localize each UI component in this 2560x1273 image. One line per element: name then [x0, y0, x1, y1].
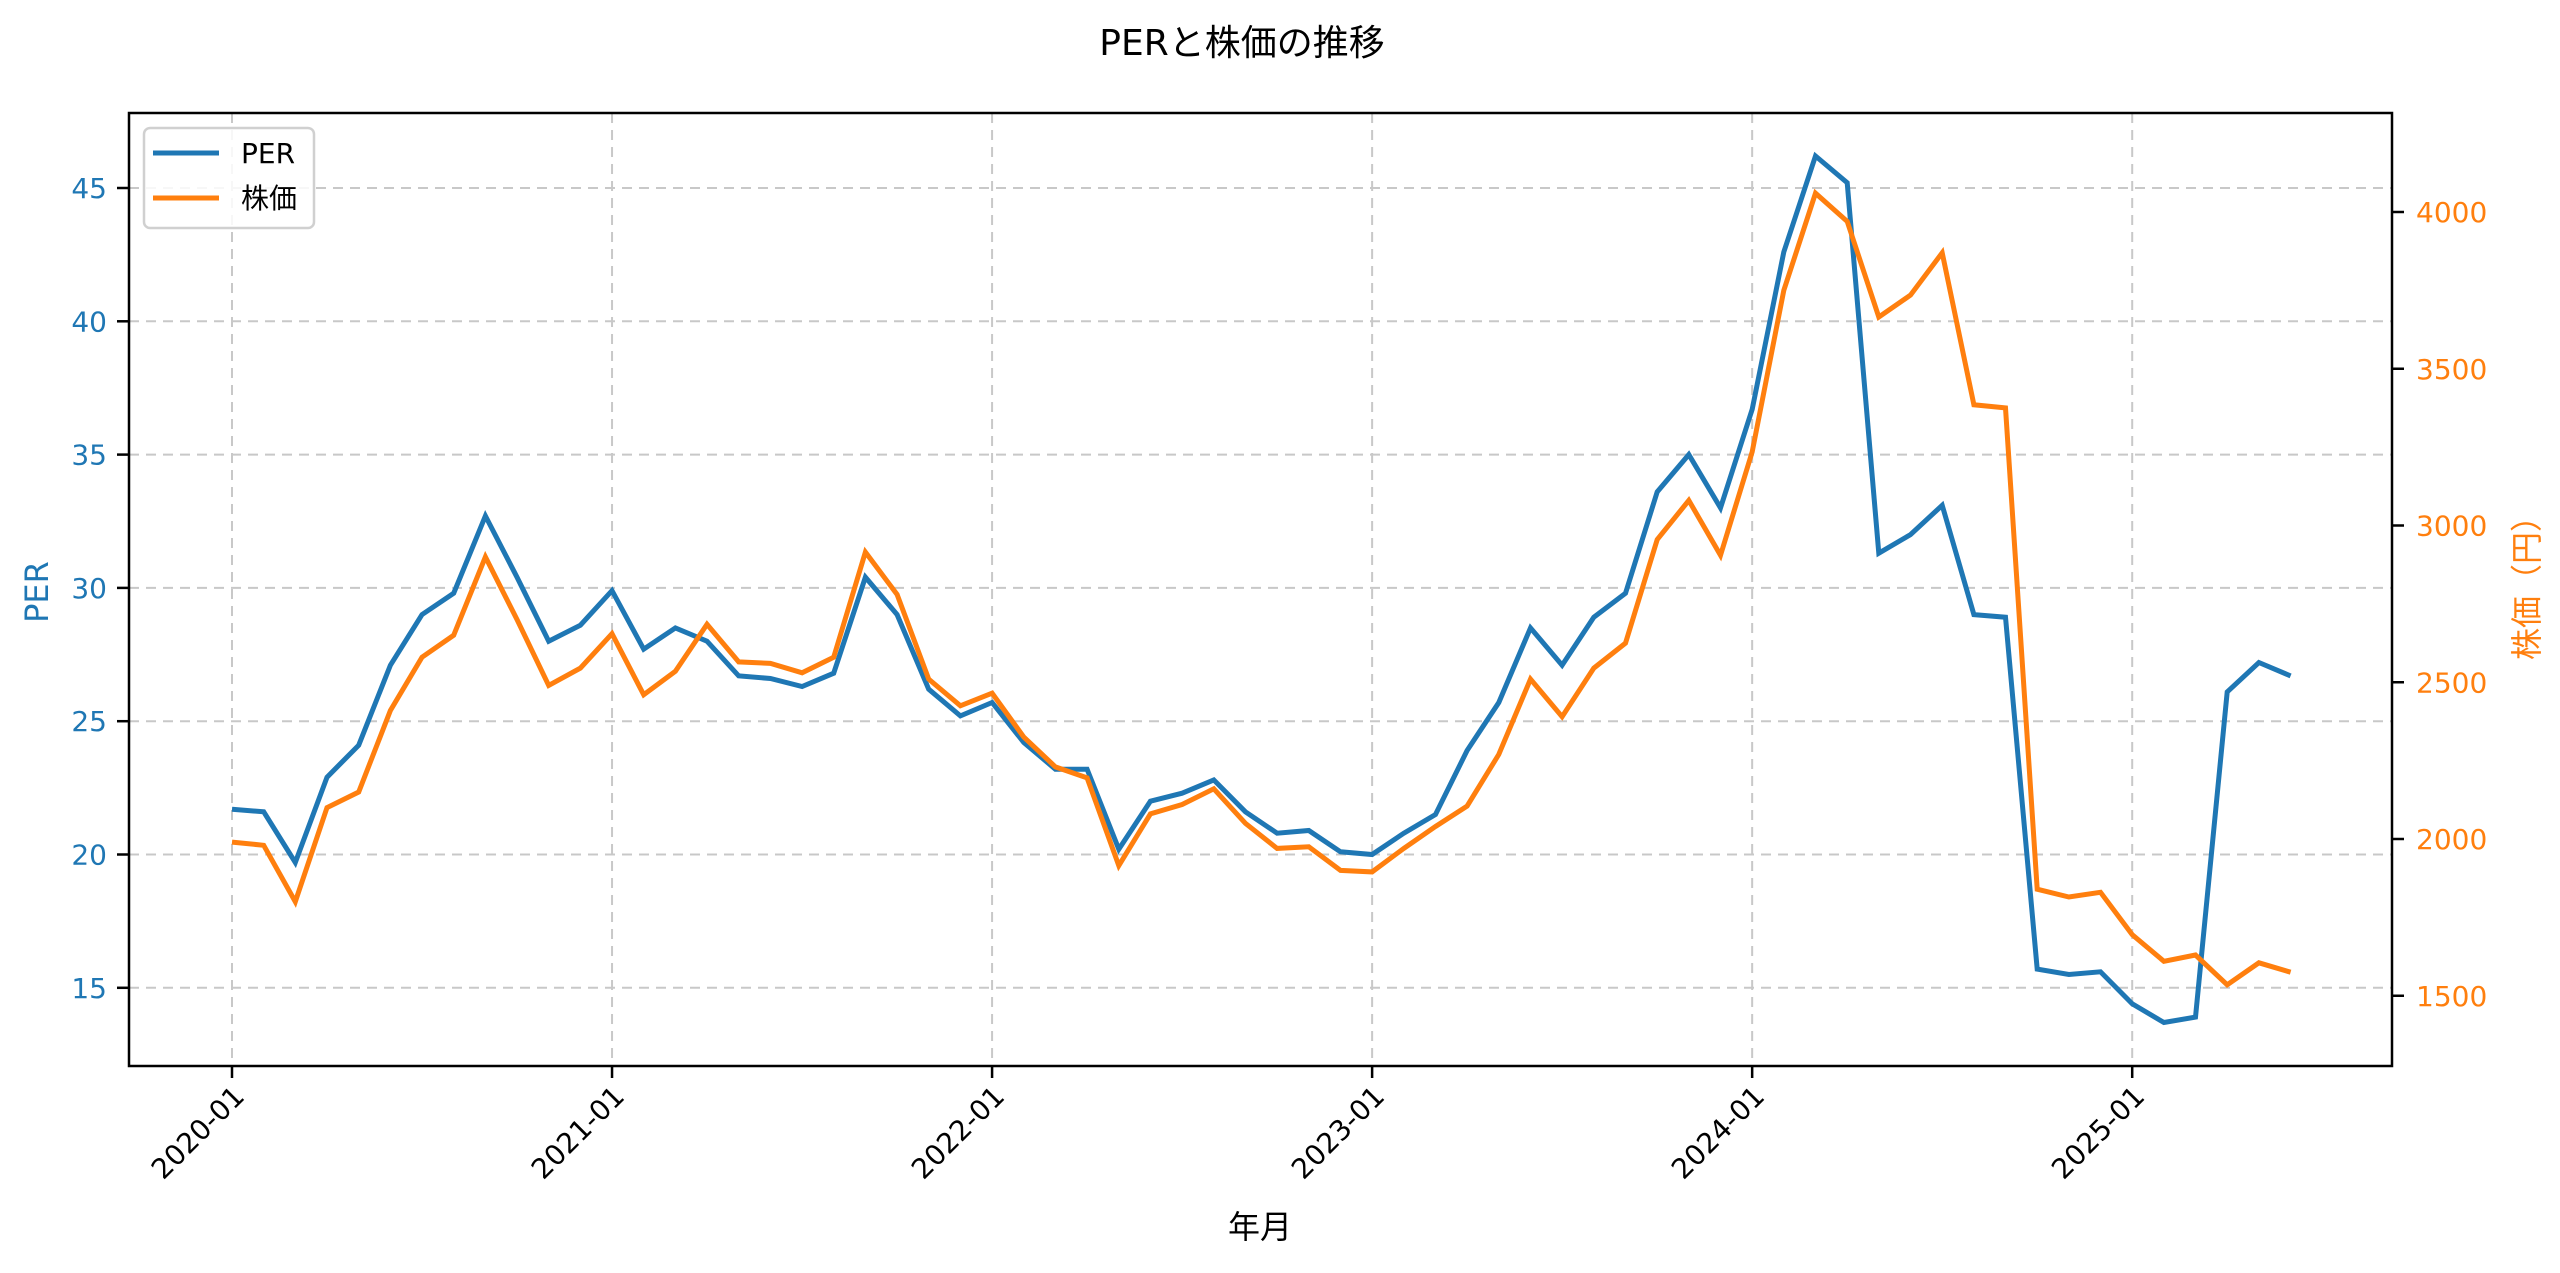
y-tick-label-left: 20: [71, 839, 107, 872]
y-tick-label-left: 35: [71, 439, 107, 472]
legend-label-price: 株価: [241, 182, 297, 215]
y-axis-label-left: PER: [18, 561, 56, 623]
y-tick-label-left: 45: [71, 172, 107, 205]
left-y-axis: 15 20 25 30 35 40 45: [71, 172, 129, 1005]
chart-title: PERと株価の推移: [1099, 23, 1384, 64]
y-axis-label-right: 株価（円）: [2508, 500, 2546, 660]
y-tick-label-left: 15: [71, 972, 107, 1005]
y-tick-label-left: 40: [71, 305, 107, 338]
x-tick-label: 2023-01: [1285, 1080, 1391, 1186]
grid-lines: [129, 113, 2392, 1066]
axes-frame: [127, 111, 2394, 1068]
x-tick-label: 2024-01: [1665, 1080, 1771, 1186]
y-tick-label-right: 4000: [2416, 196, 2487, 229]
y-tick-label-right: 2500: [2416, 666, 2487, 699]
x-tick-label: 2025-01: [2045, 1080, 2151, 1186]
per-line: [231, 151, 2292, 1026]
x-axis-label: 年月: [1228, 1208, 1292, 1246]
y-tick-label-right: 3000: [2416, 510, 2487, 543]
y-tick-label-right: 1500: [2416, 980, 2487, 1013]
price-line: [231, 188, 2292, 989]
plot-area: [231, 151, 2292, 1026]
legend-label-per: PER: [241, 137, 295, 170]
y-tick-label-left: 30: [71, 572, 107, 605]
x-axis: 2020-01 2021-01 2022-01 2023-01 2024-01 2025-…: [145, 1066, 2151, 1186]
legend: PER 株価: [142, 126, 316, 230]
x-tick-label: 2021-01: [525, 1080, 631, 1186]
y-tick-label-right: 3500: [2416, 353, 2487, 386]
right-y-axis: 1500 2000 2500 3000 3500 4000: [2392, 196, 2487, 1013]
y-tick-label-right: 2000: [2416, 823, 2487, 856]
y-tick-label-left: 25: [71, 705, 107, 738]
x-tick-label: 2022-01: [905, 1080, 1011, 1186]
x-tick-label: 2020-01: [145, 1080, 251, 1186]
